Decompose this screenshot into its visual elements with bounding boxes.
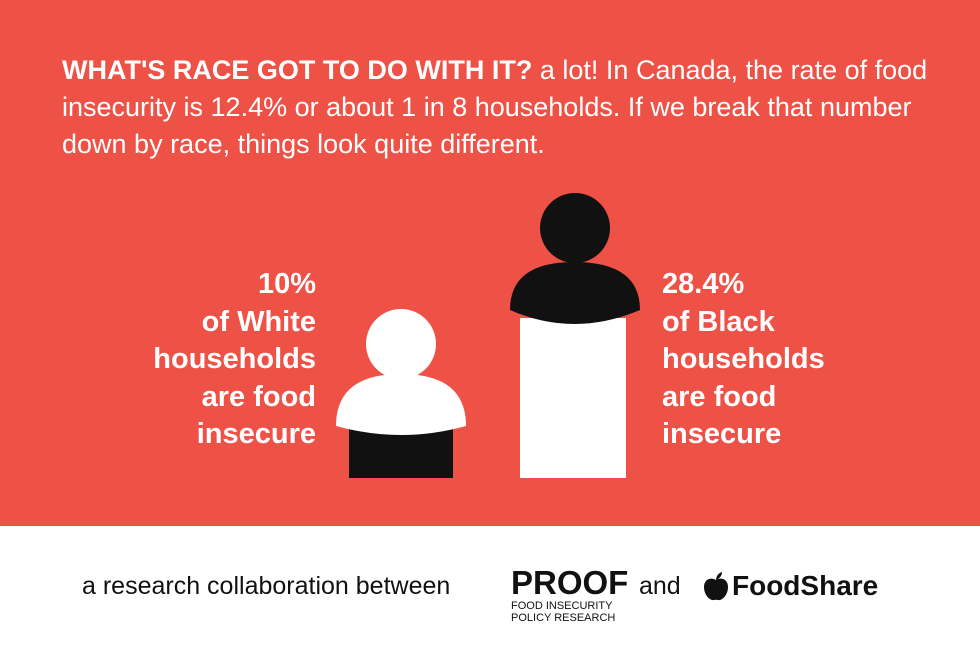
proof-logo-line2: POLICY RESEARCH xyxy=(511,612,616,624)
headline-body: a lot! In Canada, the rate of food insec… xyxy=(62,55,928,159)
white-stat-line3: households xyxy=(153,343,316,375)
black-figure-bar xyxy=(520,318,626,478)
black-figure-head xyxy=(540,193,610,263)
proof-logo-name: PROOF xyxy=(511,564,629,601)
white-stat-line2: of White xyxy=(201,305,316,338)
white-stat-line5: insecure xyxy=(196,418,316,450)
footer: a research collaboration between PROOF F… xyxy=(0,526,980,652)
and-text: and xyxy=(639,572,681,600)
black-household-figure xyxy=(510,193,640,478)
headline-lead: WHAT'S RACE GOT TO DO WITH IT? xyxy=(62,55,533,85)
foodshare-logo-name: FoodShare xyxy=(732,570,879,601)
proof-logo-line1: FOOD INSECURITY xyxy=(511,600,613,612)
headline: WHAT'S RACE GOT TO DO WITH IT? a lot! In… xyxy=(62,52,942,163)
proof-logo: PROOF FOOD INSECURITY POLICY RESEARCH xyxy=(511,564,629,625)
black-figure-shoulders xyxy=(510,262,640,324)
black-stat-line2: of Black xyxy=(662,305,775,338)
figure-chart xyxy=(336,193,640,478)
white-figure-shoulders xyxy=(336,374,466,435)
white-household-figure xyxy=(336,309,466,478)
black-stat: 28.4% of Black households are food insec… xyxy=(662,266,882,454)
white-percent: 10% xyxy=(257,268,316,300)
black-percent: 28.4% xyxy=(662,268,745,300)
white-stat-line4: are food xyxy=(201,380,316,413)
white-stat: 10% of White households are food insecur… xyxy=(120,266,316,454)
white-figure-head xyxy=(366,309,436,379)
collaboration-text: a research collaboration between xyxy=(82,572,451,600)
black-stat-line5: insecure xyxy=(662,418,782,450)
infographic-panel: WHAT'S RACE GOT TO DO WITH IT? a lot! In… xyxy=(0,0,980,526)
black-stat-line3: households xyxy=(662,343,825,375)
black-stat-line4: are food xyxy=(662,380,777,413)
apple-icon xyxy=(704,572,728,601)
